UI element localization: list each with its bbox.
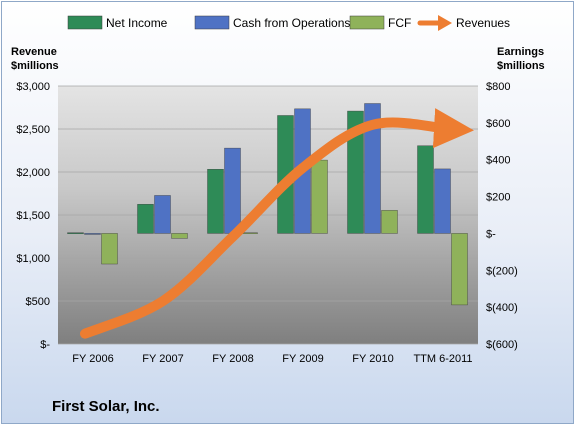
left-tick-label: $1,500	[16, 210, 50, 222]
left-axis-title-line2: $millions	[11, 60, 59, 72]
bar-fcf	[171, 233, 188, 239]
left-tick-label: $500	[26, 296, 50, 308]
left-tick-label: $-	[40, 339, 50, 351]
legend-label: Net Income	[106, 16, 168, 30]
legend-swatch	[194, 15, 230, 30]
left-tick-label: $2,000	[16, 167, 50, 179]
bar-net-income	[347, 110, 364, 234]
right-tick-label: $600	[486, 118, 510, 130]
bar-fcf	[381, 210, 398, 234]
bar-cash-from-operations	[84, 233, 101, 235]
left-tick-label: $1,000	[16, 253, 50, 265]
category-label: FY 2008	[212, 353, 253, 365]
legend-swatch	[349, 15, 385, 30]
bar-net-income	[417, 145, 434, 234]
right-tick-label: $800	[486, 81, 510, 93]
legend: Net Income Cash from Operations FCF Revenue…	[67, 15, 510, 31]
right-axis-title-line2: $millions	[497, 60, 545, 72]
right-tick-label: $(200)	[486, 265, 518, 277]
category-label: FY 2009	[282, 353, 323, 365]
company-title: First Solar, Inc.	[52, 398, 160, 415]
bar-cash-from-operations	[224, 147, 241, 234]
legend-label: FCF	[388, 16, 411, 30]
bar-fcf	[241, 232, 258, 234]
revenue-line	[80, 108, 474, 339]
left-axis-title-line1: Revenue	[11, 46, 57, 58]
revenue-line-path	[80, 108, 474, 339]
legend-label: Cash from Operations	[233, 16, 350, 30]
bar-fcf	[101, 233, 118, 265]
bar-fcf	[451, 233, 468, 306]
left-tick-label: $2,500	[16, 124, 50, 136]
bar-cash-from-operations	[434, 168, 451, 234]
category-labels: FY 2006 FY 2007 FY 2008 FY 2009 FY 2010 TTM 6…	[72, 353, 472, 365]
bar-net-income	[67, 232, 84, 234]
right-axis-title-line1: Earnings	[497, 46, 544, 58]
right-tick-label: $-	[486, 228, 496, 240]
right-tick-label: $400	[486, 155, 510, 167]
bar-fcf	[311, 159, 328, 234]
left-axis-ticks: $- $500 $1,000 $1,500 $2,000 $2,500 $3,000	[16, 81, 50, 351]
category-label: TTM 6-2011	[413, 353, 472, 365]
right-tick-label: $200	[486, 192, 510, 204]
category-label: FY 2010	[352, 353, 393, 365]
bar-net-income	[137, 204, 154, 234]
left-tick-label: $3,000	[16, 81, 50, 93]
gridlines	[58, 85, 478, 345]
legend-swatch	[67, 15, 103, 30]
right-tick-label: $(400)	[486, 302, 518, 314]
right-axis-ticks: $(600) $(400) $(200) $- $200 $400 $600 $800	[486, 81, 518, 351]
right-tick-label: $(600)	[486, 339, 518, 351]
legend-label: Revenues	[456, 16, 510, 30]
bar-net-income	[207, 169, 224, 234]
category-label: FY 2007	[142, 353, 183, 365]
category-label: FY 2006	[72, 353, 113, 365]
bar-cash-from-operations	[154, 195, 171, 234]
legend-arrow-head	[438, 15, 452, 31]
bar-cash-from-operations	[364, 103, 381, 234]
